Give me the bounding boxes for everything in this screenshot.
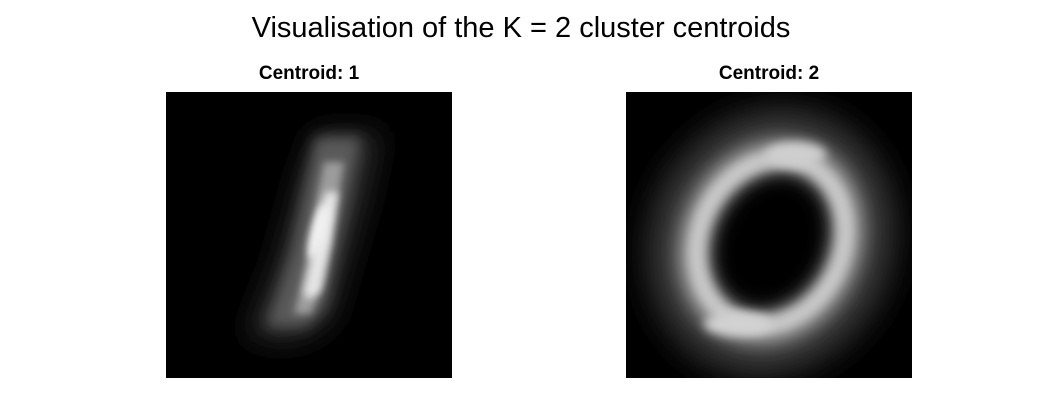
centroid-2-title: Centroid: 2 — [718, 63, 820, 84]
centroid-1-heatmap — [166, 92, 452, 378]
centroid-2-image — [626, 92, 912, 378]
centroid-panel-1: Centroid: 1 — [166, 62, 452, 382]
centroid-2-heatmap — [626, 92, 912, 378]
centroid-1-image — [166, 92, 452, 378]
centroid-1-title: Centroid: 1 — [258, 63, 360, 84]
centroid-panel-2: Centroid: 2 — [626, 62, 912, 382]
figure-title: Visualisation of the K = 2 cluster centr… — [251, 12, 791, 44]
